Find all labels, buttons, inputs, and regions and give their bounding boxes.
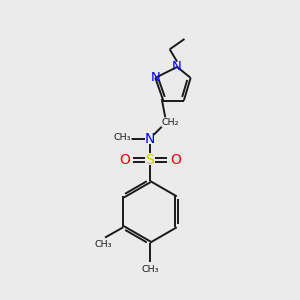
Text: N: N (172, 61, 182, 74)
Text: N: N (150, 71, 160, 84)
Text: CH₂: CH₂ (162, 118, 179, 127)
Text: CH₃: CH₃ (141, 265, 159, 274)
Text: O: O (170, 153, 181, 167)
Text: CH₃: CH₃ (114, 133, 131, 142)
Text: S: S (146, 153, 154, 167)
Text: CH₃: CH₃ (95, 241, 112, 250)
Text: N: N (145, 131, 155, 146)
Text: O: O (119, 153, 130, 167)
